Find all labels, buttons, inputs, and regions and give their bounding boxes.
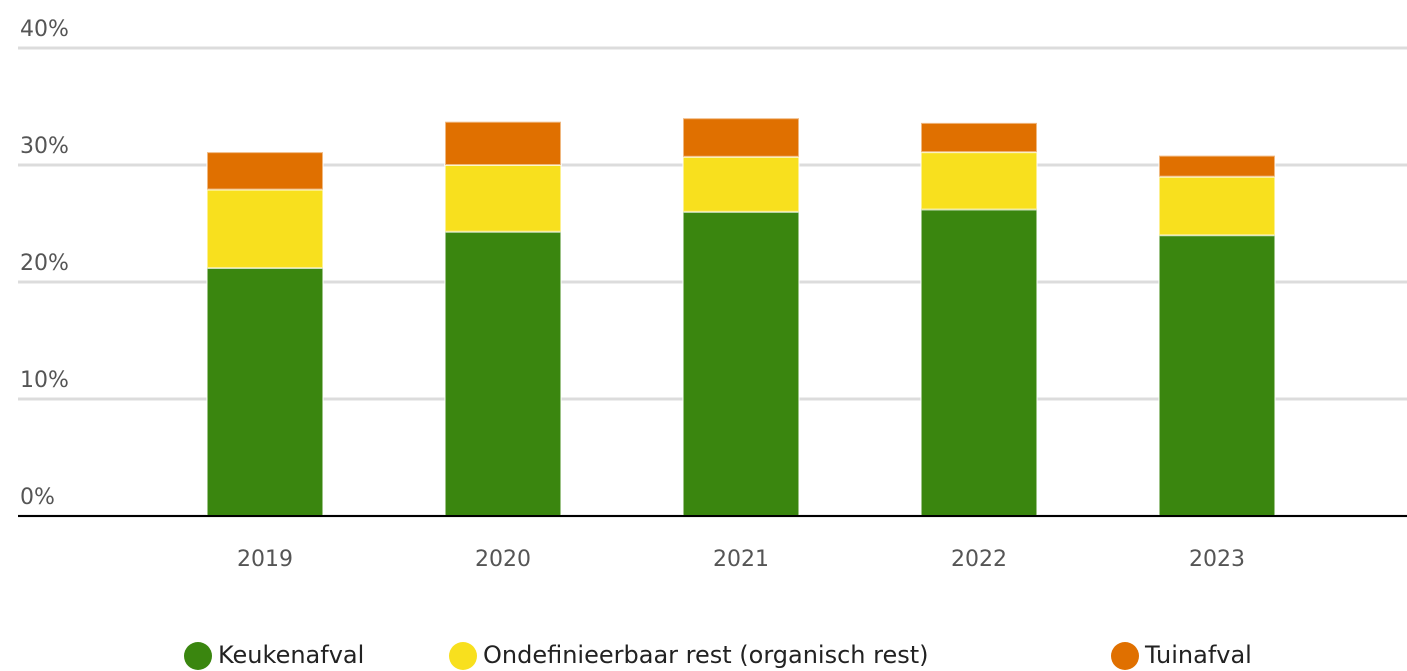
y-tick-label: 20%	[20, 251, 69, 276]
bar-segment	[206, 151, 324, 191]
y-tick-label: 0%	[20, 485, 55, 510]
y-tick-label: 40%	[20, 17, 69, 42]
bar-segment	[444, 230, 562, 517]
bar-segment	[206, 188, 324, 269]
bar-segment	[920, 121, 1038, 154]
y-tick-label: 10%	[20, 368, 69, 393]
x-tick-label: 2023	[1189, 547, 1245, 572]
bar-segment	[1158, 154, 1276, 178]
bar-segment	[1158, 175, 1276, 237]
legend-text: Tuinafval	[1144, 641, 1252, 669]
legend-marker	[449, 642, 477, 670]
bar-segment	[682, 155, 800, 213]
x-tick-label: 2022	[951, 547, 1007, 572]
bar-segment	[1158, 234, 1276, 517]
bar-segment	[206, 266, 324, 517]
bar-segment	[682, 117, 800, 158]
legend-marker	[1111, 642, 1139, 670]
x-tick-label: 2019	[237, 547, 293, 572]
bar-segment	[920, 208, 1038, 518]
legend-marker	[184, 642, 212, 670]
bar-segment	[920, 151, 1038, 211]
bar-segment	[444, 164, 562, 233]
bar-segment	[444, 120, 562, 166]
y-tick-label: 30%	[20, 134, 69, 159]
legend-text: Keukenafval	[218, 641, 364, 669]
x-tick-label: 2021	[713, 547, 769, 572]
legend-text: Ondefinieerbaar rest (organisch rest)	[483, 641, 929, 669]
bar-segment	[682, 210, 800, 518]
x-tick-label: 2020	[475, 547, 531, 572]
